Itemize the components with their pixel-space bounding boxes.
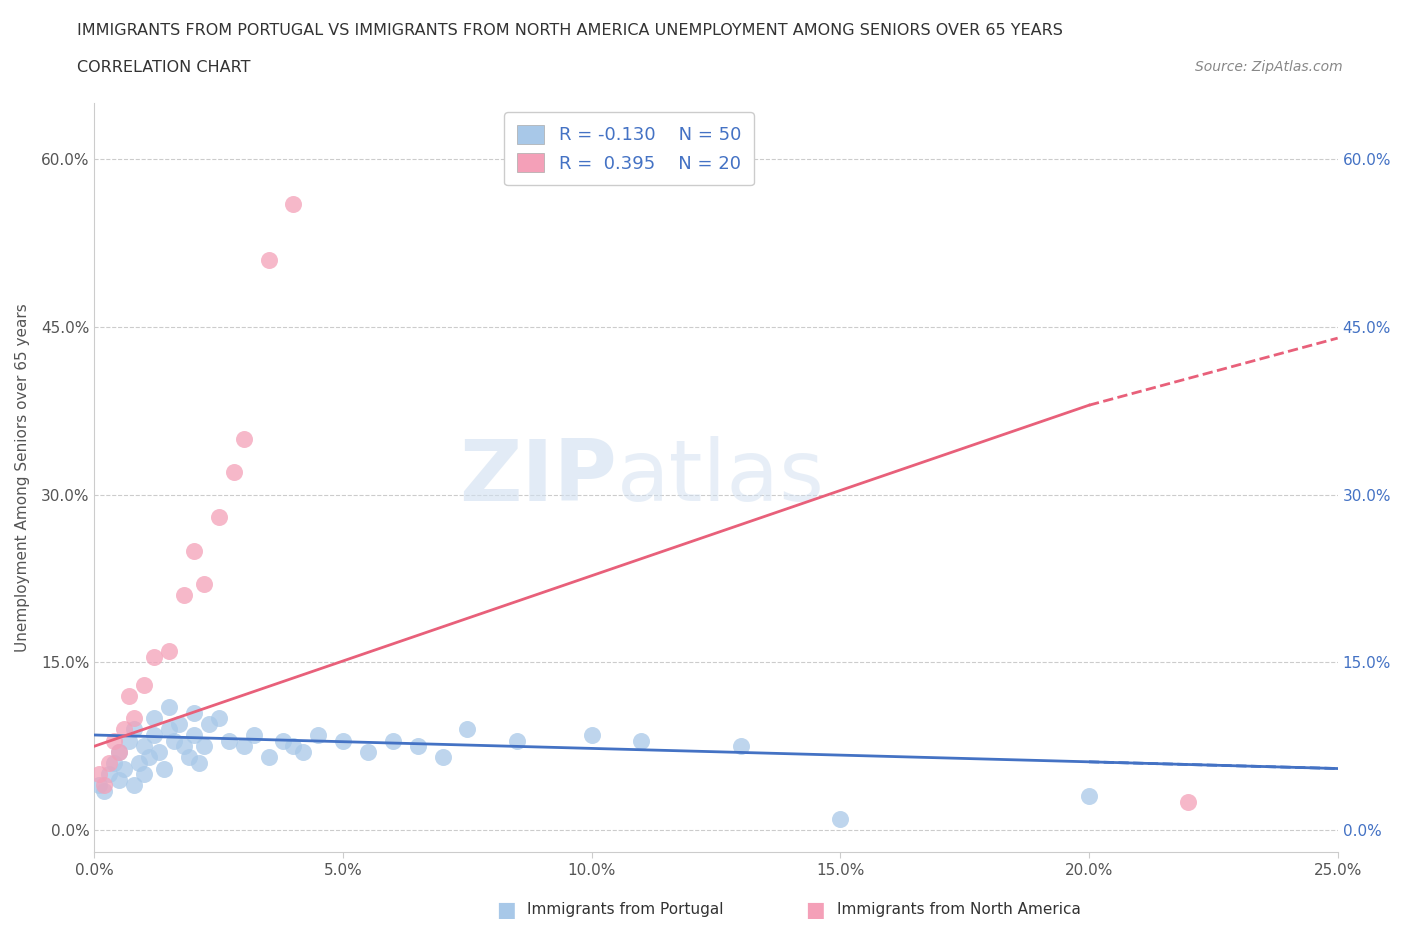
Text: IMMIGRANTS FROM PORTUGAL VS IMMIGRANTS FROM NORTH AMERICA UNEMPLOYMENT AMONG SEN: IMMIGRANTS FROM PORTUGAL VS IMMIGRANTS F… bbox=[77, 23, 1063, 38]
Point bbox=[118, 688, 141, 703]
Point bbox=[108, 744, 131, 759]
Point bbox=[173, 588, 195, 603]
Point bbox=[432, 750, 454, 764]
Point bbox=[89, 777, 111, 792]
Point bbox=[232, 738, 254, 753]
Point bbox=[157, 699, 180, 714]
Point bbox=[506, 733, 529, 748]
Text: ■: ■ bbox=[496, 899, 516, 920]
Point bbox=[232, 432, 254, 446]
Point bbox=[118, 733, 141, 748]
Text: ■: ■ bbox=[806, 899, 825, 920]
Point bbox=[183, 705, 205, 720]
Point bbox=[183, 727, 205, 742]
Point bbox=[98, 755, 121, 770]
Point bbox=[581, 727, 603, 742]
Point bbox=[122, 722, 145, 737]
Point bbox=[112, 722, 135, 737]
Point bbox=[283, 196, 305, 211]
Text: Source: ZipAtlas.com: Source: ZipAtlas.com bbox=[1195, 60, 1343, 74]
Point bbox=[134, 738, 156, 753]
Point bbox=[257, 750, 280, 764]
Point bbox=[93, 777, 115, 792]
Point bbox=[98, 766, 121, 781]
Point bbox=[222, 465, 245, 480]
Text: CORRELATION CHART: CORRELATION CHART bbox=[77, 60, 250, 75]
Point bbox=[148, 744, 170, 759]
Point bbox=[89, 766, 111, 781]
Point bbox=[108, 744, 131, 759]
Point bbox=[173, 738, 195, 753]
Point bbox=[167, 716, 190, 731]
Point bbox=[242, 727, 264, 742]
Point bbox=[307, 727, 329, 742]
Point bbox=[134, 677, 156, 692]
Point bbox=[381, 733, 404, 748]
Point bbox=[108, 772, 131, 787]
Point bbox=[193, 577, 215, 591]
Legend: R = -0.130    N = 50, R =  0.395    N = 20: R = -0.130 N = 50, R = 0.395 N = 20 bbox=[505, 113, 754, 185]
Point bbox=[153, 761, 176, 776]
Point bbox=[273, 733, 295, 748]
Point bbox=[128, 755, 150, 770]
Point bbox=[143, 727, 166, 742]
Y-axis label: Unemployment Among Seniors over 65 years: Unemployment Among Seniors over 65 years bbox=[15, 303, 30, 652]
Point bbox=[218, 733, 240, 748]
Point bbox=[283, 738, 305, 753]
Point bbox=[103, 733, 125, 748]
Point bbox=[332, 733, 354, 748]
Point bbox=[183, 543, 205, 558]
Point bbox=[103, 755, 125, 770]
Point bbox=[112, 761, 135, 776]
Point bbox=[292, 744, 315, 759]
Point bbox=[456, 722, 478, 737]
Point bbox=[630, 733, 652, 748]
Point bbox=[208, 711, 231, 725]
Point bbox=[406, 738, 429, 753]
Point bbox=[122, 777, 145, 792]
Point bbox=[143, 711, 166, 725]
Text: atlas: atlas bbox=[617, 436, 824, 519]
Point bbox=[122, 711, 145, 725]
Point bbox=[257, 252, 280, 267]
Point bbox=[198, 716, 221, 731]
Point bbox=[208, 510, 231, 525]
Point bbox=[193, 738, 215, 753]
Text: Immigrants from Portugal: Immigrants from Portugal bbox=[527, 902, 724, 917]
Text: ZIP: ZIP bbox=[458, 436, 617, 519]
Point bbox=[143, 649, 166, 664]
Point bbox=[1177, 794, 1199, 809]
Point bbox=[1078, 789, 1101, 804]
Point bbox=[830, 811, 852, 826]
Point bbox=[730, 738, 752, 753]
Point bbox=[138, 750, 160, 764]
Point bbox=[187, 755, 209, 770]
Point bbox=[93, 783, 115, 798]
Point bbox=[357, 744, 380, 759]
Text: Immigrants from North America: Immigrants from North America bbox=[837, 902, 1080, 917]
Point bbox=[157, 722, 180, 737]
Point bbox=[177, 750, 200, 764]
Point bbox=[163, 733, 186, 748]
Point bbox=[157, 644, 180, 658]
Point bbox=[134, 766, 156, 781]
